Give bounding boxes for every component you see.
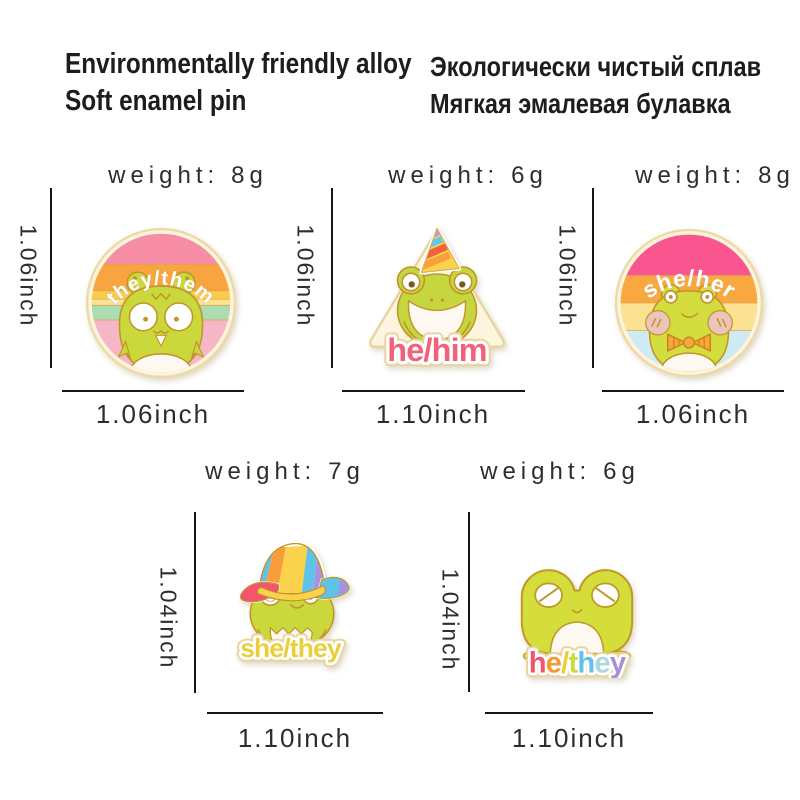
header-ru-line2: Мягкая эмалевая булавка xyxy=(430,88,731,119)
width-dim-label-she-they: 1.10inch xyxy=(237,723,353,753)
height-dim-line-she-they xyxy=(194,512,196,693)
weight-label-he-him: weight: 6g xyxy=(388,162,548,189)
width-dim-line-she-her xyxy=(602,390,784,392)
width-dim-label-they-them: 1.06inch xyxy=(95,399,211,429)
header-russian: Экологически чистый сплав Мягкая эмалева… xyxy=(430,48,761,122)
bow-frog xyxy=(645,284,733,372)
pin-label-he-they-rim: he/they xyxy=(529,647,627,678)
weight-label-she-they: weight: 7g xyxy=(205,458,365,485)
header-english: Environmentally friendly alloy Soft enam… xyxy=(65,46,412,120)
weight-label-he-they: weight: 6g xyxy=(480,458,640,485)
frog-in-hood xyxy=(117,271,205,373)
pin-label-he-they: he/they xyxy=(529,647,627,678)
weight-label-they-them: weight: 8g xyxy=(108,162,268,189)
pin-label-he-him-rim: he/him xyxy=(387,332,487,368)
height-dim-label-she-her: 1.06inch xyxy=(554,224,581,328)
cowboy-frog xyxy=(239,541,351,651)
header-ru-line1: Экологически чистый сплав xyxy=(430,51,762,82)
height-dim-label-he-they: 1.04inch xyxy=(437,568,464,672)
height-dim-line-she-her xyxy=(592,188,594,368)
pin-he-they-art: he/they he/they he/they xyxy=(520,569,634,678)
pin-she-her: she/her xyxy=(613,227,765,379)
height-dim-line-he-him xyxy=(331,188,333,368)
width-dim-line-he-they xyxy=(485,712,653,714)
sleepy-frog xyxy=(520,569,634,662)
width-dim-label-he-they: 1.10inch xyxy=(511,723,627,753)
width-dim-label-she-her: 1.06inch xyxy=(635,399,751,429)
pin-label-she-they: she/they xyxy=(240,633,342,663)
header-en-line1: Environmentally friendly alloy xyxy=(65,48,412,80)
width-dim-label-he-him: 1.10inch xyxy=(375,399,491,429)
height-dim-label-she-they: 1.04inch xyxy=(155,566,182,670)
height-dim-line-they-them xyxy=(50,188,52,368)
width-dim-line-they-them xyxy=(62,390,244,392)
width-dim-line-she-they xyxy=(207,712,383,714)
weight-label-she-her: weight: 8g xyxy=(635,162,795,189)
cowboy-hat xyxy=(239,541,351,603)
header-en-line2: Soft enamel pin xyxy=(65,85,247,117)
pin-he-they: he/they he/they he/they xyxy=(498,540,656,678)
height-dim-line-he-they xyxy=(468,512,470,692)
pin-label-he-him: he/him xyxy=(387,332,487,368)
pin-she-her-art: she/her xyxy=(614,228,764,378)
party-hat xyxy=(419,226,462,275)
pin-they-them: they/them xyxy=(84,226,238,380)
pin-he-him: he/him he/him xyxy=(358,222,516,372)
pin-they-them-art: they/them xyxy=(85,227,237,379)
pin-label-he-they-outline: he/they xyxy=(529,647,627,678)
pin-label-she-they-rim: she/they xyxy=(240,633,342,663)
party-frog xyxy=(396,226,478,348)
height-dim-label-they-them: 1.06inch xyxy=(15,224,42,328)
width-dim-line-he-him xyxy=(342,390,525,392)
bow-tie xyxy=(666,333,712,352)
height-dim-label-he-him: 1.06inch xyxy=(292,224,319,328)
pin-she-they: she/they she/they xyxy=(213,513,368,668)
pin-she-they-art: she/they she/they xyxy=(236,541,351,668)
pin-he-him-art: he/him he/him xyxy=(368,226,506,372)
